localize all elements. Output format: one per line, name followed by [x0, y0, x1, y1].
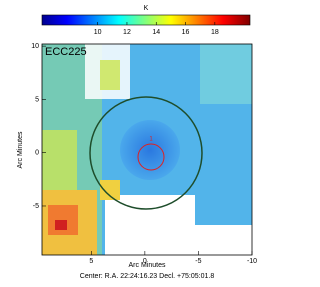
- map-image: [42, 44, 252, 255]
- colorbar-label: K: [144, 5, 149, 12]
- y-tick-label: 5: [35, 96, 39, 103]
- plot-frame: [41, 43, 253, 256]
- source-label: 1: [149, 137, 153, 143]
- y-tick-label: -5: [33, 203, 39, 210]
- colorbar-tick-label: 12: [123, 29, 131, 36]
- chart: 1 ECC225 K Arc Minutes Arc Minutes Cente…: [17, 5, 257, 280]
- caption: Center: R.A. 22:24:16.23 Decl. +75:05:01…: [80, 273, 215, 280]
- x-tick-label: -5: [195, 258, 201, 265]
- y-tick-label: 0: [35, 150, 39, 157]
- y-axis-label: Arc Minutes: [17, 131, 24, 168]
- source-circle: [137, 143, 165, 171]
- colorbar-tick-label: 10: [94, 29, 102, 36]
- colorbar-tick-label: 14: [152, 29, 160, 36]
- x-axis-label: Arc Minutes: [129, 262, 166, 269]
- colorbar-tick-label: 18: [211, 29, 219, 36]
- y-tick-label: 10: [31, 43, 39, 50]
- x-tick-label: 0: [143, 258, 147, 265]
- x-tick-label: 5: [89, 258, 93, 265]
- chart-title: ECC225: [45, 46, 87, 58]
- x-tick-label: -10: [247, 258, 257, 265]
- colorbar: [41, 14, 251, 26]
- outer-circle: [89, 96, 203, 210]
- colorbar-tick-label: 16: [182, 29, 190, 36]
